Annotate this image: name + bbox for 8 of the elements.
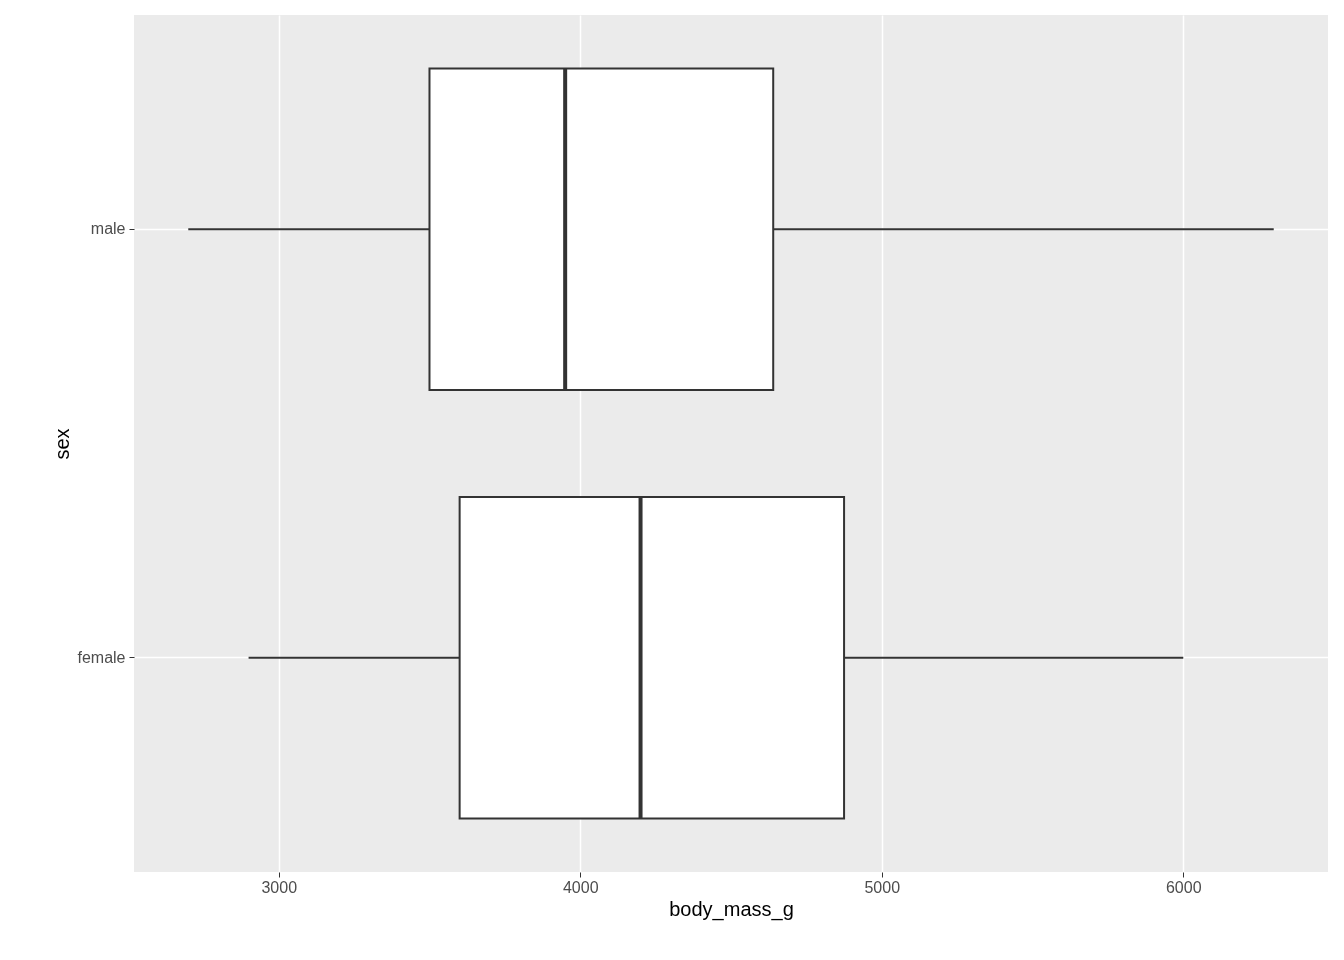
x-tick-label: 6000 xyxy=(1165,878,1202,896)
y-axis-title: sex xyxy=(51,428,74,460)
x-tick-label: 3000 xyxy=(261,878,298,896)
x-tick-label: 4000 xyxy=(562,878,599,896)
x-axis-title: body_mass_g xyxy=(669,897,794,921)
y-tick-label: male xyxy=(90,220,126,238)
y-tick-label: female xyxy=(77,648,126,666)
x-tick-label: 5000 xyxy=(864,878,901,896)
